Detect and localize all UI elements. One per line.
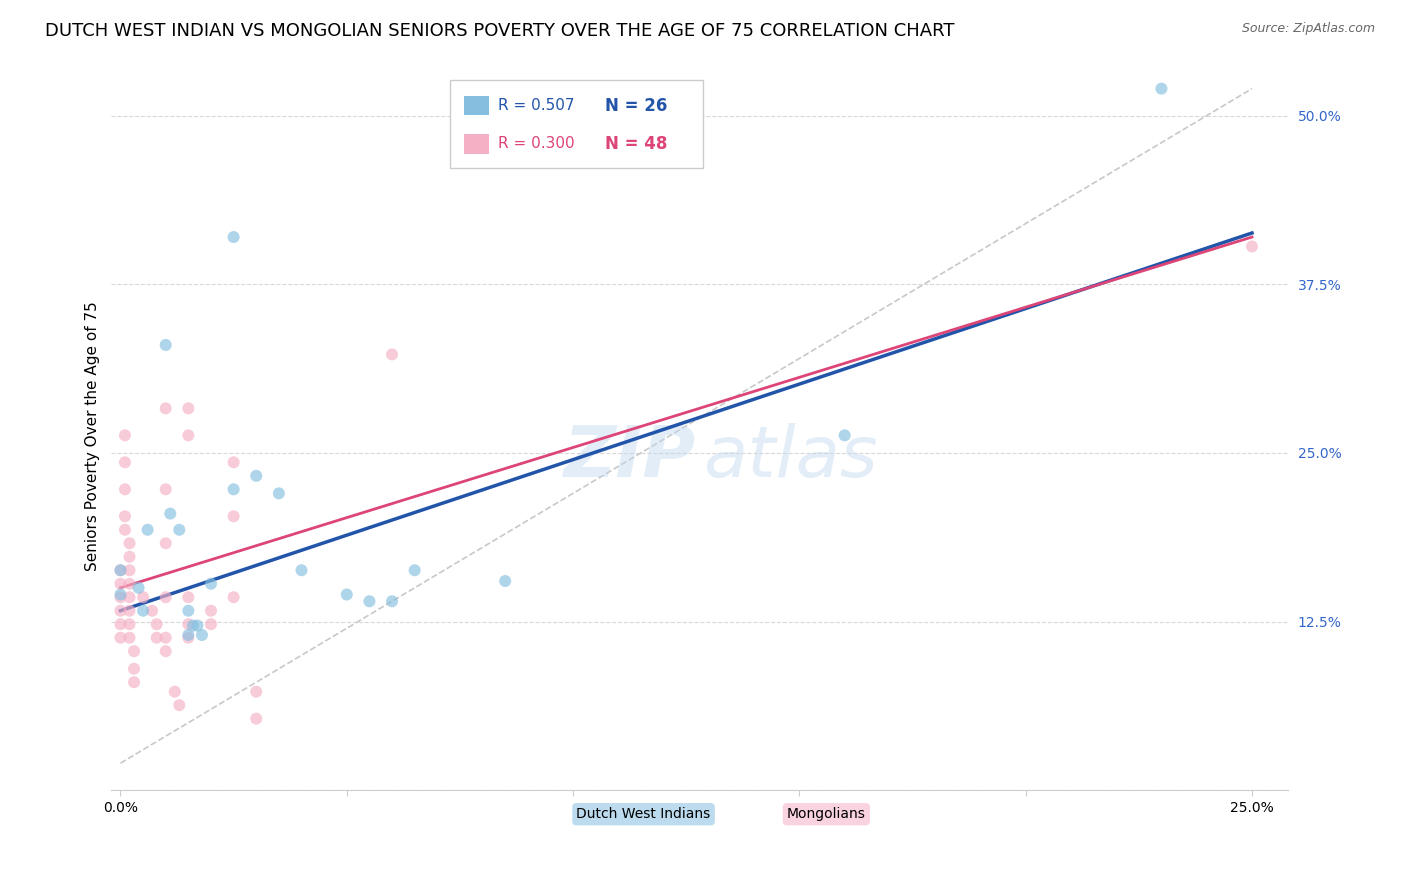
Point	[155, 338, 177, 352]
Point	[177, 604, 200, 618]
Point	[114, 455, 136, 469]
Point	[177, 591, 200, 605]
Point	[359, 594, 381, 608]
Point	[159, 507, 181, 521]
Point	[381, 347, 404, 361]
Y-axis label: Seniors Poverty Over the Age of 75: Seniors Poverty Over the Age of 75	[86, 301, 100, 571]
Point	[245, 684, 267, 698]
Point	[1240, 239, 1263, 253]
Point	[110, 591, 132, 605]
Point	[136, 523, 159, 537]
Point	[155, 591, 177, 605]
Point	[404, 563, 426, 577]
Point	[191, 628, 214, 642]
Point	[222, 509, 245, 524]
Point	[267, 486, 290, 500]
Point	[122, 662, 145, 676]
Point	[110, 576, 132, 591]
Point	[177, 428, 200, 442]
Point	[222, 591, 245, 605]
Point	[114, 428, 136, 442]
Text: atlas: atlas	[703, 423, 877, 491]
Point	[200, 617, 222, 632]
Point	[118, 563, 141, 577]
Text: N = 26: N = 26	[605, 96, 666, 115]
Point	[494, 574, 516, 588]
Point	[118, 631, 141, 645]
Point	[155, 536, 177, 550]
Point	[122, 644, 145, 658]
Point	[118, 617, 141, 632]
Point	[336, 588, 359, 602]
Point	[169, 523, 191, 537]
Point	[1150, 81, 1173, 95]
Text: R = 0.507: R = 0.507	[498, 98, 574, 113]
Point	[118, 549, 141, 564]
Point	[169, 698, 191, 713]
Point	[222, 230, 245, 244]
Point	[114, 483, 136, 497]
Point	[132, 591, 155, 605]
Point	[177, 401, 200, 416]
Point	[145, 631, 167, 645]
Point	[222, 455, 245, 469]
Point	[155, 483, 177, 497]
Point	[200, 604, 222, 618]
Point	[245, 468, 267, 483]
Text: Mongolians: Mongolians	[787, 807, 866, 822]
Text: Source: ZipAtlas.com: Source: ZipAtlas.com	[1241, 22, 1375, 36]
Point	[122, 675, 145, 690]
Point	[110, 604, 132, 618]
Point	[177, 617, 200, 632]
Point	[114, 523, 136, 537]
Text: DUTCH WEST INDIAN VS MONGOLIAN SENIORS POVERTY OVER THE AGE OF 75 CORRELATION CH: DUTCH WEST INDIAN VS MONGOLIAN SENIORS P…	[45, 22, 955, 40]
Point	[118, 576, 141, 591]
Point	[141, 604, 163, 618]
Point	[290, 563, 312, 577]
Text: ZIP: ZIP	[564, 423, 696, 491]
Point	[181, 618, 204, 632]
Point	[200, 576, 222, 591]
Point	[177, 628, 200, 642]
Point	[155, 644, 177, 658]
Point	[145, 617, 167, 632]
Point	[118, 604, 141, 618]
Point	[132, 604, 155, 618]
Text: Dutch West Indians: Dutch West Indians	[576, 807, 710, 822]
Point	[128, 581, 150, 595]
Text: N = 48: N = 48	[605, 135, 666, 153]
Point	[155, 631, 177, 645]
Point	[155, 401, 177, 416]
Point	[110, 631, 132, 645]
Point	[245, 712, 267, 726]
Point	[222, 483, 245, 497]
Point	[110, 588, 132, 602]
Point	[186, 618, 208, 632]
Point	[114, 509, 136, 524]
Point	[163, 684, 186, 698]
Point	[118, 591, 141, 605]
Point	[381, 594, 404, 608]
Point	[177, 631, 200, 645]
Point	[834, 428, 856, 442]
Point	[110, 563, 132, 577]
Text: R = 0.300: R = 0.300	[498, 136, 574, 152]
Point	[118, 536, 141, 550]
Point	[110, 617, 132, 632]
Point	[110, 563, 132, 577]
